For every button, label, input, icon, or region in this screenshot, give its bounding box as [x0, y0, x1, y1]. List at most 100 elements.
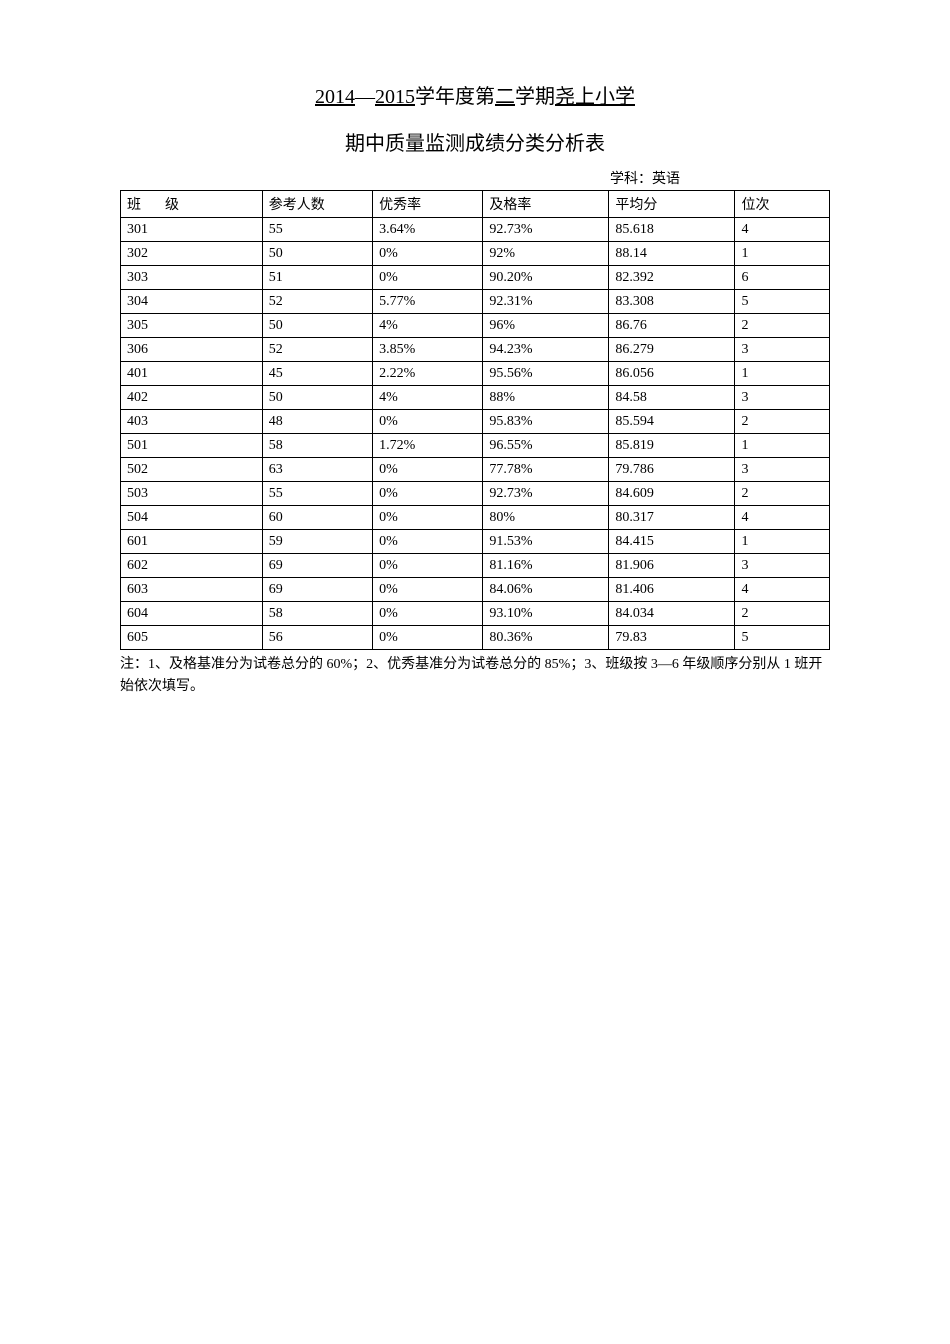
table-row: 503550%92.73%84.6092 — [121, 482, 830, 506]
cell-pass: 95.56% — [483, 362, 609, 386]
table-row: 603690%84.06%81.4064 — [121, 578, 830, 602]
cell-rank: 1 — [735, 434, 830, 458]
cell-rank: 5 — [735, 626, 830, 650]
cell-avg: 84.415 — [609, 530, 735, 554]
cell-rank: 1 — [735, 242, 830, 266]
table-row: 303510%90.20%82.3926 — [121, 266, 830, 290]
cell-excellent: 0% — [373, 506, 483, 530]
table-row: 402504%88%84.583 — [121, 386, 830, 410]
cell-avg: 80.317 — [609, 506, 735, 530]
cell-class: 603 — [121, 578, 263, 602]
title-line-1: 2014—2015学年度第二学期尧上小学 — [120, 80, 830, 109]
col-header-pass: 及格率 — [483, 191, 609, 218]
cell-avg: 84.58 — [609, 386, 735, 410]
cell-count: 55 — [262, 482, 372, 506]
title-line-2: 期中质量监测成绩分类分析表 — [120, 127, 830, 156]
table-row: 306523.85%94.23%86.2793 — [121, 338, 830, 362]
cell-pass: 92.73% — [483, 218, 609, 242]
cell-avg: 79.786 — [609, 458, 735, 482]
cell-class: 302 — [121, 242, 263, 266]
cell-class: 601 — [121, 530, 263, 554]
cell-rank: 1 — [735, 362, 830, 386]
cell-excellent: 5.77% — [373, 290, 483, 314]
cell-class: 602 — [121, 554, 263, 578]
cell-count: 50 — [262, 314, 372, 338]
cell-pass: 95.83% — [483, 410, 609, 434]
footnote: 注：1、及格基准分为试卷总分的 60%；2、优秀基准分为试卷总分的 85%；3、… — [120, 654, 830, 699]
cell-count: 50 — [262, 242, 372, 266]
cell-count: 51 — [262, 266, 372, 290]
cell-class: 401 — [121, 362, 263, 386]
cell-class: 604 — [121, 602, 263, 626]
cell-class: 304 — [121, 290, 263, 314]
col-header-avg: 平均分 — [609, 191, 735, 218]
cell-pass: 88% — [483, 386, 609, 410]
cell-pass: 96.55% — [483, 434, 609, 458]
cell-pass: 81.16% — [483, 554, 609, 578]
table-row: 502630%77.78%79.7863 — [121, 458, 830, 482]
cell-excellent: 3.85% — [373, 338, 483, 362]
cell-excellent: 0% — [373, 458, 483, 482]
cell-pass: 92.73% — [483, 482, 609, 506]
cell-count: 58 — [262, 434, 372, 458]
cell-rank: 5 — [735, 290, 830, 314]
col-header-excellent: 优秀率 — [373, 191, 483, 218]
cell-class: 403 — [121, 410, 263, 434]
year-start: 2014 — [315, 86, 355, 108]
cell-count: 60 — [262, 506, 372, 530]
table-row: 305504%96%86.762 — [121, 314, 830, 338]
cell-rank: 3 — [735, 386, 830, 410]
table-row: 403480%95.83%85.5942 — [121, 410, 830, 434]
cell-rank: 2 — [735, 410, 830, 434]
cell-pass: 92% — [483, 242, 609, 266]
cell-avg: 81.906 — [609, 554, 735, 578]
cell-count: 69 — [262, 578, 372, 602]
school-name: 尧上小学 — [555, 86, 635, 108]
cell-rank: 2 — [735, 314, 830, 338]
table-header-row: 班级 参考人数 优秀率 及格率 平均分 位次 — [121, 191, 830, 218]
cell-pass: 91.53% — [483, 530, 609, 554]
table-row: 504600%80%80.3174 — [121, 506, 830, 530]
score-table: 班级 参考人数 优秀率 及格率 平均分 位次 301553.64%92.73%8… — [120, 190, 830, 650]
cell-count: 59 — [262, 530, 372, 554]
cell-class: 503 — [121, 482, 263, 506]
cell-excellent: 0% — [373, 482, 483, 506]
table-row: 601590%91.53%84.4151 — [121, 530, 830, 554]
cell-excellent: 4% — [373, 314, 483, 338]
table-row: 301553.64%92.73%85.6184 — [121, 218, 830, 242]
cell-rank: 4 — [735, 218, 830, 242]
cell-excellent: 0% — [373, 626, 483, 650]
label-semester: 学期 — [515, 86, 555, 108]
cell-count: 58 — [262, 602, 372, 626]
cell-avg: 84.034 — [609, 602, 735, 626]
cell-count: 56 — [262, 626, 372, 650]
cell-count: 52 — [262, 338, 372, 362]
cell-excellent: 0% — [373, 554, 483, 578]
cell-count: 69 — [262, 554, 372, 578]
cell-class: 301 — [121, 218, 263, 242]
cell-class: 504 — [121, 506, 263, 530]
cell-avg: 81.406 — [609, 578, 735, 602]
cell-avg: 86.279 — [609, 338, 735, 362]
cell-count: 55 — [262, 218, 372, 242]
cell-pass: 93.10% — [483, 602, 609, 626]
cell-rank: 3 — [735, 554, 830, 578]
cell-excellent: 0% — [373, 266, 483, 290]
cell-excellent: 1.72% — [373, 434, 483, 458]
cell-pass: 92.31% — [483, 290, 609, 314]
cell-rank: 1 — [735, 530, 830, 554]
cell-count: 52 — [262, 290, 372, 314]
cell-class: 305 — [121, 314, 263, 338]
subject-label: 学科：英语 — [120, 168, 830, 188]
cell-avg: 86.056 — [609, 362, 735, 386]
cell-avg: 86.76 — [609, 314, 735, 338]
table-row: 401452.22%95.56%86.0561 — [121, 362, 830, 386]
cell-pass: 90.20% — [483, 266, 609, 290]
semester: 二 — [495, 86, 515, 108]
table-row: 605560%80.36%79.835 — [121, 626, 830, 650]
cell-excellent: 0% — [373, 242, 483, 266]
cell-count: 45 — [262, 362, 372, 386]
cell-avg: 85.618 — [609, 218, 735, 242]
cell-excellent: 0% — [373, 602, 483, 626]
year-sep: — — [355, 86, 375, 108]
